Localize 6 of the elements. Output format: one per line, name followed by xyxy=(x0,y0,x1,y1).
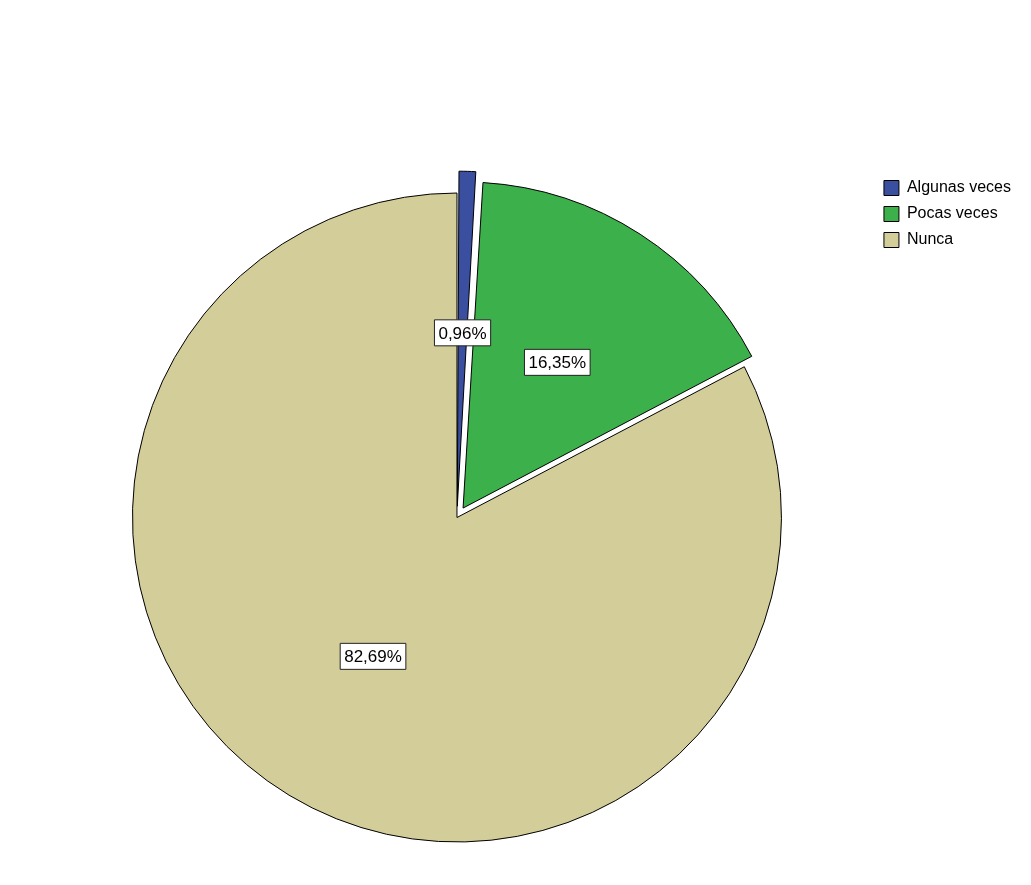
data-label: 0,96% xyxy=(438,323,487,343)
legend-label: Nunca xyxy=(906,230,954,248)
legend-label: Pocas veces xyxy=(906,204,998,222)
data-label: 82,69% xyxy=(344,647,402,667)
legend-label: Algunas veces xyxy=(906,178,1011,196)
data-label: 16,35% xyxy=(528,353,587,373)
